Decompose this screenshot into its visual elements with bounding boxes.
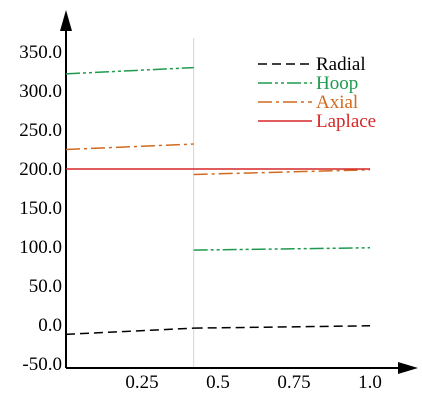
y-tick-label: -50.0 [22, 354, 62, 375]
axes [60, 10, 418, 374]
series-line-radial [65, 327, 194, 336]
y-tick-label: 250.0 [19, 120, 62, 141]
series-line-radial [193, 325, 371, 329]
x-tick-label: 1.0 [358, 372, 382, 393]
x-tick-label: 0.75 [277, 372, 310, 393]
series-line-hoop [65, 66, 194, 75]
x-tick-label: 0.25 [125, 372, 158, 393]
series-line-axial [65, 143, 194, 151]
series-line-axial [193, 169, 371, 176]
y-tick-label: 50.0 [29, 276, 62, 297]
tick-labels: -50.0 0.0 50.0 100.0 150.0 200.0 250.0 300.0 350… [19, 42, 382, 393]
y-tick-label: 350.0 [19, 42, 62, 63]
x-axis-arrow-icon [398, 362, 418, 374]
y-tick-label: 0.0 [38, 315, 62, 336]
y-tick-label: 150.0 [19, 198, 62, 219]
y-tick-label: 100.0 [19, 237, 62, 258]
series-line-hoop [193, 247, 371, 251]
legend-label-axial: Axial [316, 92, 358, 113]
y-tick-label: 300.0 [19, 81, 62, 102]
legend-label-radial: Radial [316, 54, 366, 75]
y-axis-arrow-icon [60, 10, 72, 31]
legend-label-laplace: Laplace [316, 111, 376, 132]
x-tick-label: 0.5 [206, 372, 230, 393]
legend-label-hoop: Hoop [316, 73, 358, 94]
y-tick-label: 200.0 [19, 159, 62, 180]
series-lines [65, 66, 371, 336]
